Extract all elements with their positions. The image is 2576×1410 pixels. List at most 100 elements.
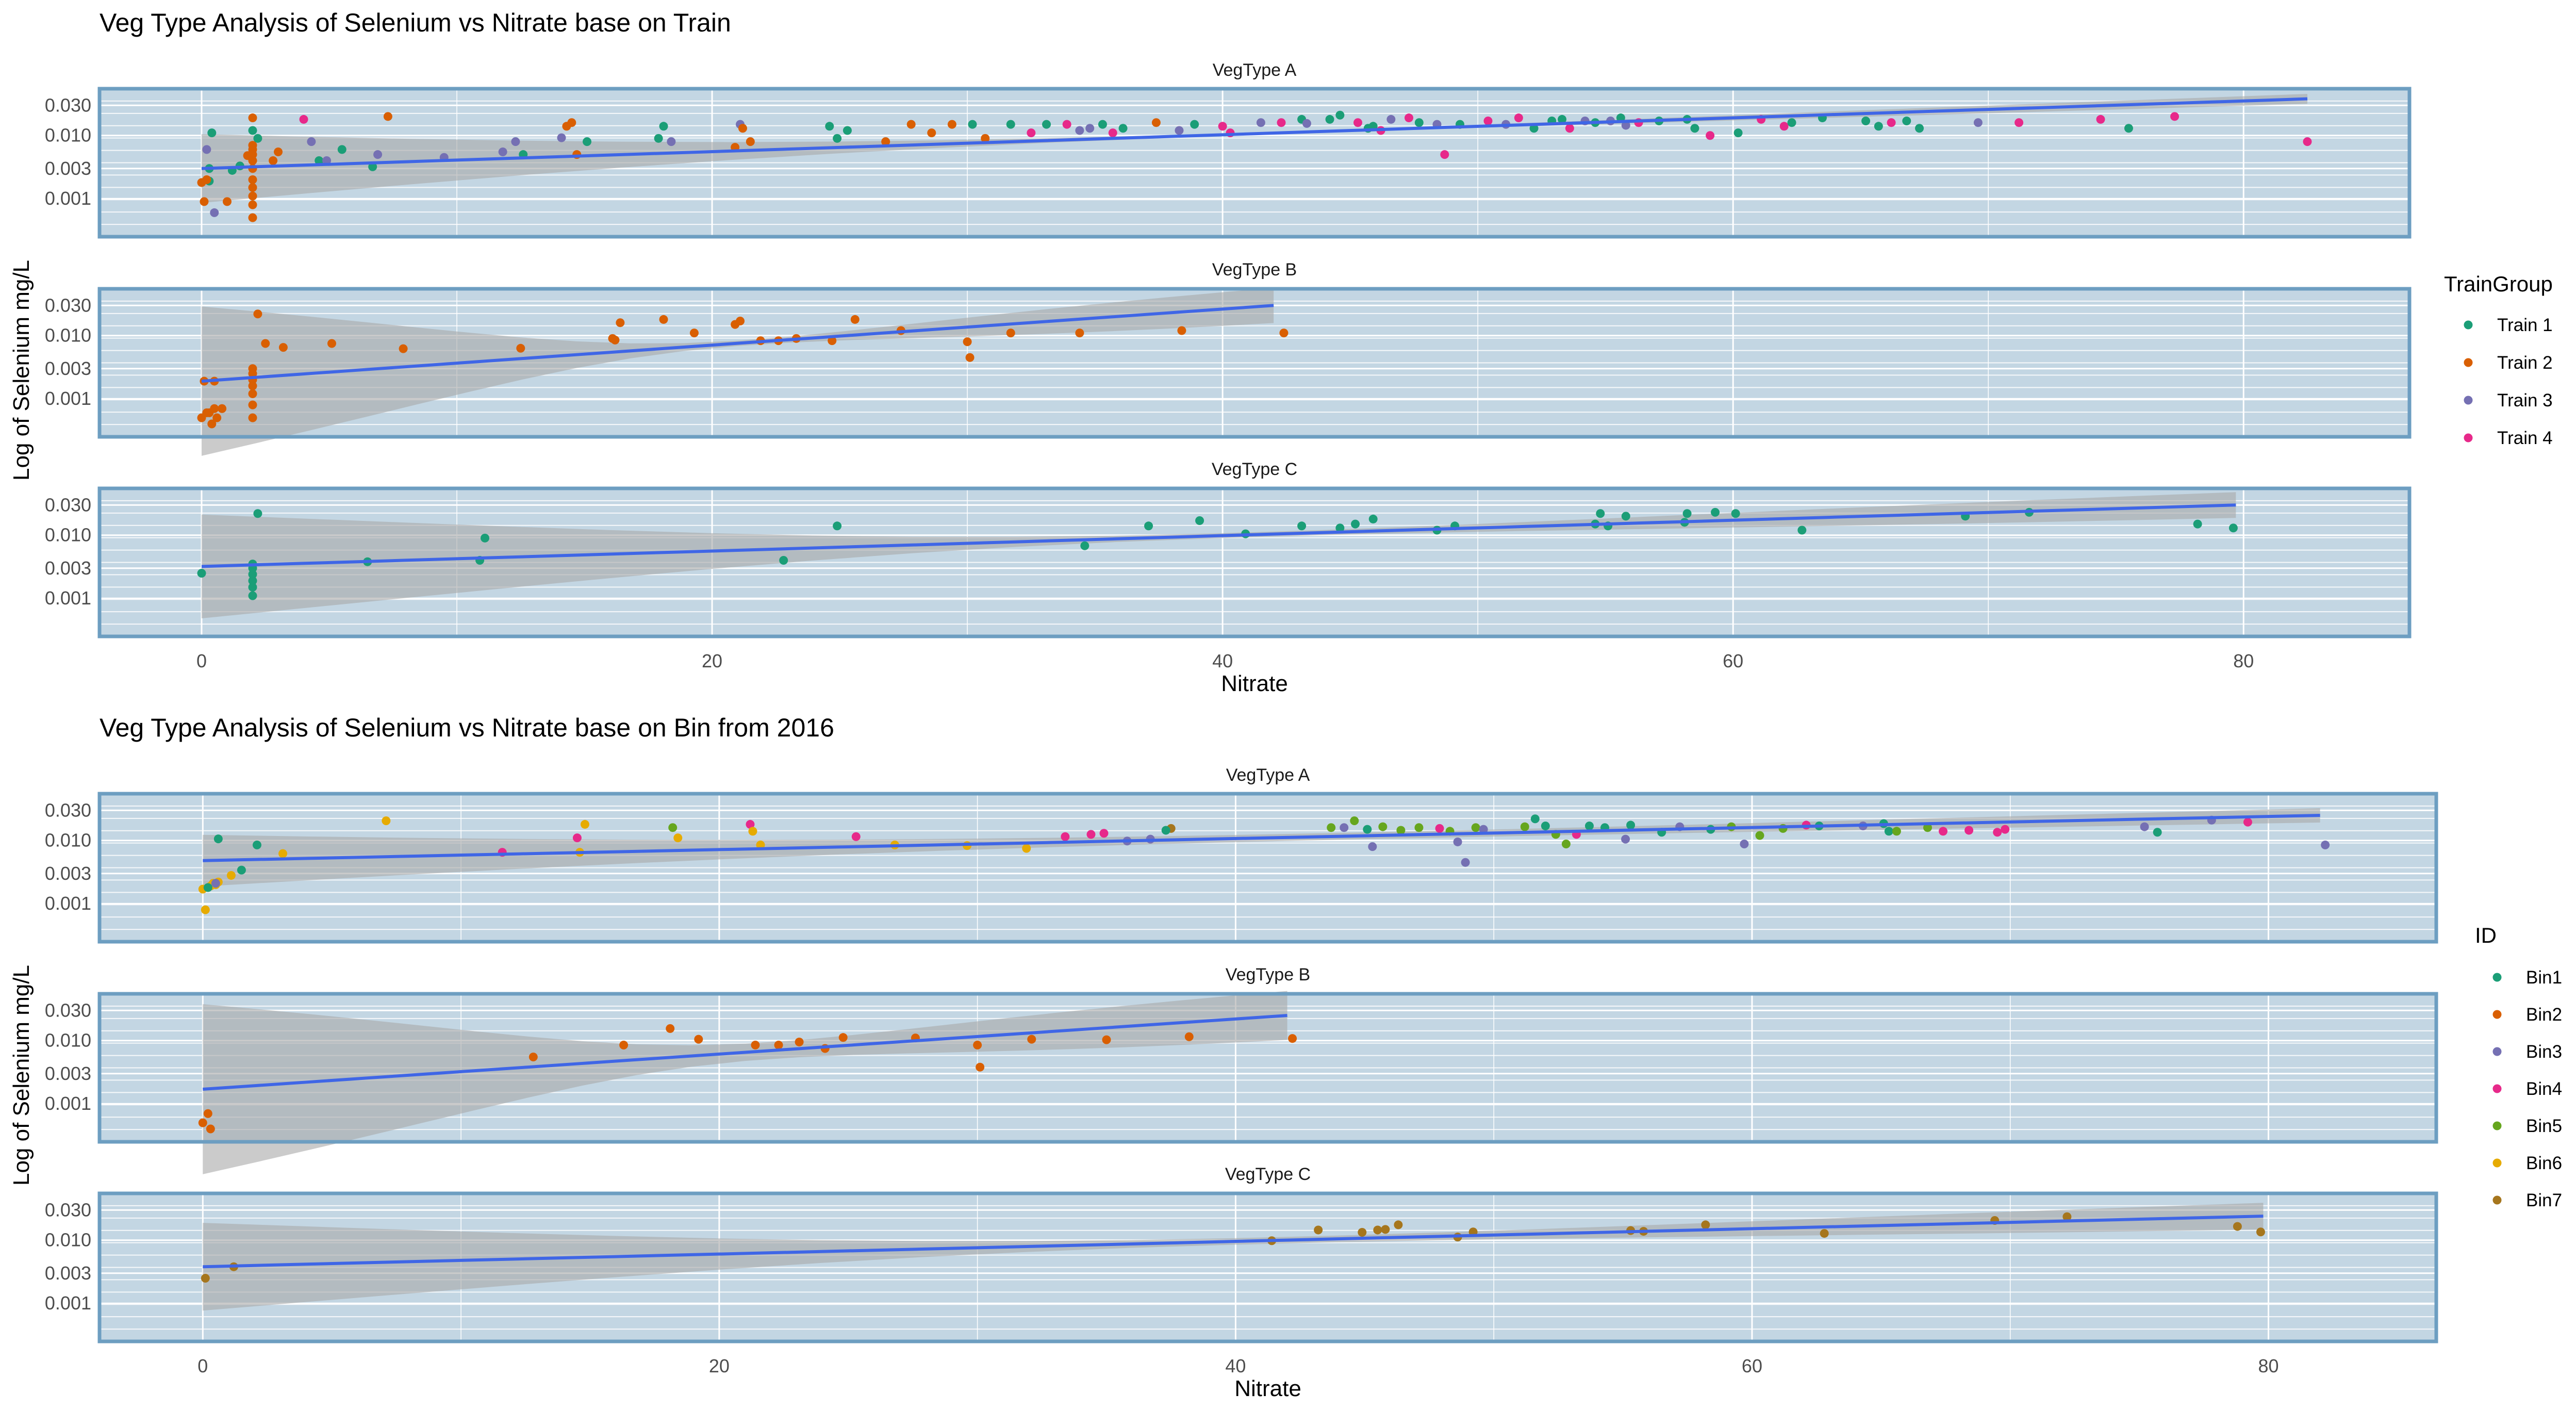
legend-key — [2492, 1158, 2502, 1168]
data-point — [1288, 1034, 1297, 1043]
y-axis-title: Log of Selenium mg/L — [9, 260, 34, 481]
data-point — [1177, 326, 1186, 335]
data-point — [616, 318, 625, 327]
data-point — [1335, 110, 1345, 120]
data-point — [1565, 124, 1574, 133]
data-point — [779, 555, 788, 565]
x-tick-label: 0 — [196, 650, 207, 671]
y-tick-label: 0.010 — [45, 524, 91, 546]
y-tick-label: 0.030 — [45, 94, 91, 116]
data-point — [1621, 834, 1630, 844]
data-point — [965, 353, 975, 362]
facet-vegtype-a: VegType A 0.030 0.010 0.003 0.001 — [45, 765, 2438, 944]
data-point — [1514, 113, 1523, 123]
data-point — [667, 137, 676, 146]
data-point — [1797, 526, 1807, 535]
panel-border — [97, 87, 2412, 239]
y-tick-label: 0.010 — [45, 1030, 91, 1051]
data-point — [203, 1109, 212, 1118]
data-point — [850, 315, 860, 324]
confidence-band — [202, 492, 2236, 618]
data-point — [1099, 829, 1109, 838]
fit-line — [201, 304, 1274, 383]
data-point — [843, 126, 852, 135]
data-point — [1351, 519, 1360, 529]
data-point — [253, 509, 262, 518]
data-point — [2303, 137, 2312, 146]
data-point — [261, 339, 270, 348]
data-point — [383, 112, 392, 121]
x-tick-label: 0 — [197, 1355, 208, 1376]
data-point — [1184, 1032, 1194, 1041]
x-axis-title: Nitrate — [1234, 1376, 1301, 1401]
y-axis-title: Log of Selenium mg/L — [9, 965, 34, 1186]
data-point — [205, 408, 214, 417]
panel-border — [97, 792, 2438, 944]
data-point — [368, 162, 377, 171]
data-point — [248, 200, 257, 209]
data-point — [373, 150, 383, 159]
data-point — [213, 834, 223, 844]
legend-label: Bin7 — [2526, 1190, 2562, 1210]
data-point — [1102, 1035, 1111, 1044]
data-point — [1190, 120, 1199, 129]
data-point — [738, 124, 747, 133]
data-point — [1892, 827, 1901, 836]
data-point — [1520, 822, 1529, 831]
legend-key — [2492, 1121, 2502, 1130]
data-point — [1682, 509, 1692, 518]
data-point — [1479, 825, 1488, 834]
data-point — [748, 827, 757, 836]
data-point — [1915, 124, 1924, 133]
y-tick-label: 0.001 — [45, 1292, 91, 1314]
data-point — [252, 840, 261, 849]
x-tick-label: 40 — [1212, 650, 1233, 671]
train-chart: Veg Type Analysis of Selenium vs Nitrate… — [9, 8, 2553, 696]
legend-key — [2464, 433, 2473, 442]
y-tick-label: 0.001 — [45, 893, 91, 914]
y-tick-label: 0.003 — [45, 158, 91, 179]
data-point — [1621, 512, 1630, 521]
facet-strip-label: VegType A — [1226, 765, 1310, 785]
data-point — [1027, 128, 1036, 138]
data-point — [203, 883, 212, 892]
data-point — [1874, 122, 1883, 131]
data-point — [1218, 122, 1227, 131]
data-point — [1350, 816, 1359, 826]
data-point — [1414, 823, 1424, 832]
data-point — [248, 213, 257, 222]
data-point — [1378, 822, 1388, 831]
data-point — [1973, 118, 1983, 127]
data-point — [1022, 844, 1031, 853]
data-point — [1358, 1228, 1367, 1237]
data-point — [1118, 124, 1128, 133]
data-point — [206, 1124, 215, 1134]
legend-label: Bin4 — [2526, 1079, 2562, 1099]
data-point — [1701, 1220, 1710, 1229]
data-point — [2193, 519, 2202, 529]
data-point — [828, 336, 837, 346]
data-point — [976, 1062, 985, 1072]
data-point — [746, 137, 755, 146]
x-tick-label: 20 — [702, 650, 722, 671]
data-point — [237, 865, 246, 875]
legend-key — [2492, 1047, 2502, 1056]
data-point — [1414, 118, 1424, 127]
data-point — [751, 1040, 760, 1050]
panel-border — [97, 1191, 2438, 1343]
data-point — [1440, 150, 1449, 159]
data-point — [1042, 120, 1051, 129]
x-tick-label: 80 — [2258, 1355, 2278, 1376]
y-tick-label: 0.010 — [45, 1229, 91, 1251]
data-point — [2233, 1222, 2242, 1231]
data-point — [825, 122, 834, 131]
legend: TrainGroup Train 1 Train 2 Train 3 Train 4 — [2444, 272, 2553, 448]
data-point — [673, 833, 683, 843]
data-point — [1787, 118, 1796, 127]
data-point — [1006, 120, 1015, 129]
data-point — [2228, 523, 2238, 533]
data-point — [1394, 1220, 1403, 1229]
data-point — [1584, 821, 1594, 830]
y-tick-label: 0.003 — [45, 1263, 91, 1284]
facet-strip-label: VegType C — [1212, 460, 1297, 479]
